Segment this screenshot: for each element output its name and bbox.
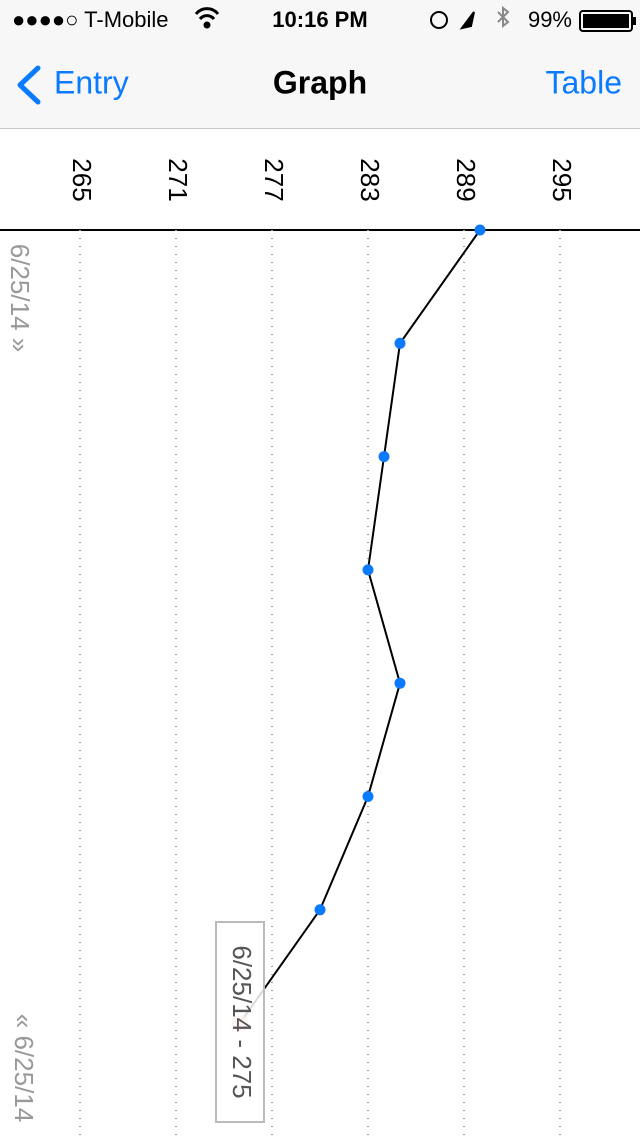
clock: 10:16 PM	[272, 7, 367, 32]
data-point	[378, 451, 390, 463]
data-point	[394, 677, 406, 689]
x-tick-label: 277	[259, 158, 289, 201]
data-point	[314, 904, 326, 916]
data-point	[362, 564, 374, 576]
data-point	[474, 224, 486, 236]
carrier: ●●●●○ T-Mobile	[12, 7, 169, 32]
end-date-label: « 6/25/14	[9, 1014, 39, 1122]
start-date-label: 6/25/14 »	[5, 244, 35, 352]
line	[239, 229, 481, 1024]
x-tick-label: 295	[547, 158, 577, 201]
tooltip-text: 6/25/14 - 275	[227, 945, 257, 1098]
data-point	[362, 791, 374, 802]
battery-icon	[579, 10, 636, 32]
nav-title: Graph	[273, 64, 367, 100]
data-point	[394, 337, 406, 349]
x-tick-label: 271	[163, 158, 193, 201]
x-tick-label: 283	[355, 158, 385, 201]
plot: 265 271 277 283 289 295 6/25/14 - 275 6/25/14 »…	[5, 158, 577, 1136]
battery-percent: 99%	[528, 7, 572, 32]
back-button[interactable]: Entry	[54, 64, 129, 100]
x-tick-label: 265	[67, 158, 97, 201]
status-icons	[430, 5, 510, 30]
top-bar	[0, 0, 640, 128]
table-button[interactable]: Table	[546, 64, 623, 100]
tooltip-box	[215, 921, 265, 1123]
x-tick-label: 289	[451, 158, 481, 201]
back-chevron[interactable]	[17, 65, 41, 105]
wifi-icon	[194, 7, 220, 29]
